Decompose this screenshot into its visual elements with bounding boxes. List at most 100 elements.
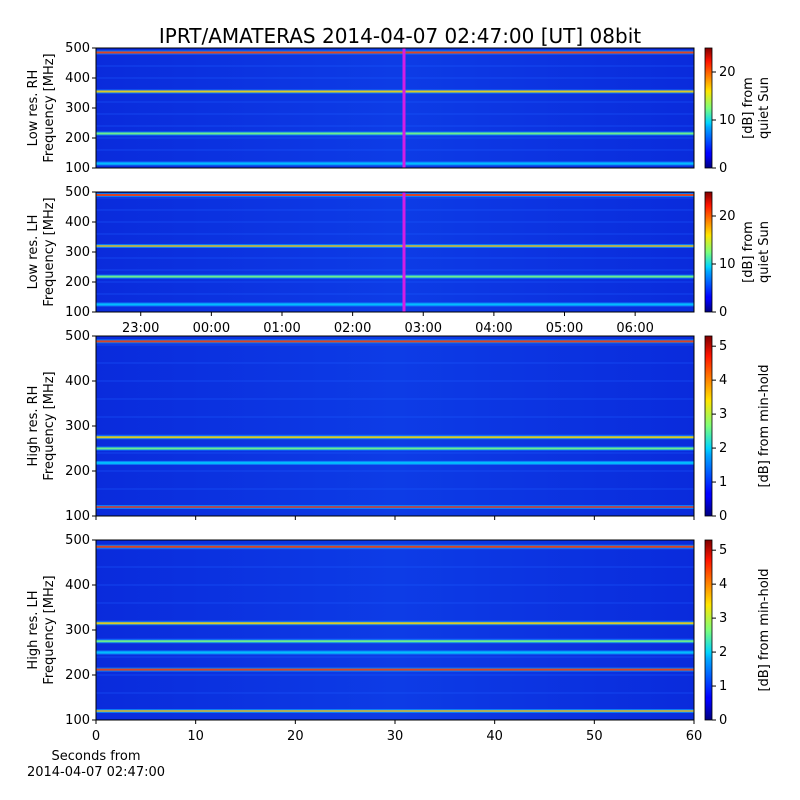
y-tick-label: 500 bbox=[65, 533, 90, 548]
intensity-band bbox=[96, 194, 694, 196]
colorbar-tick-label: 3 bbox=[719, 611, 727, 626]
x-axis-seconds-ticks: 0 10 20 30 40 50 60 bbox=[92, 720, 702, 744]
y-tick-label: 400 bbox=[65, 578, 90, 593]
intensity-band bbox=[96, 668, 694, 671]
y-tick-label: 500 bbox=[65, 185, 90, 200]
intensity-band bbox=[96, 303, 694, 306]
x-axis-time-ticks: 23:00 00:00 01:00 02:00 03:00 04:00 05:00 06:00 bbox=[122, 312, 654, 336]
x-axis-label-line1: Seconds from bbox=[51, 749, 140, 764]
y-axis-label-line2: Frequency [MHz] bbox=[42, 197, 57, 306]
x-tick-label: 60 bbox=[686, 729, 703, 744]
intensity-bands bbox=[96, 193, 694, 307]
intensity-bands bbox=[96, 544, 694, 713]
intensity-band bbox=[96, 90, 694, 93]
background-stripe bbox=[96, 293, 694, 295]
heatmap-area bbox=[96, 192, 694, 312]
x-tick-label: 00:00 bbox=[193, 321, 230, 336]
colorbar-label-line2: quiet Sun bbox=[757, 77, 772, 139]
x-tick-label: 02:00 bbox=[334, 321, 371, 336]
background-stripe bbox=[96, 305, 694, 307]
intensity-band bbox=[96, 162, 694, 165]
background-stripe bbox=[96, 452, 694, 454]
background-stripe bbox=[96, 506, 694, 508]
intensity-band bbox=[96, 275, 694, 278]
y-axis-label-line2: Frequency [MHz] bbox=[42, 53, 57, 162]
background-stripe bbox=[96, 269, 694, 271]
colorbar-tick-label: 5 bbox=[719, 543, 727, 558]
background-stripe bbox=[96, 362, 694, 364]
colorbar-tick-label: 20 bbox=[719, 65, 736, 80]
colorbar bbox=[704, 539, 713, 721]
background-stripe bbox=[96, 221, 694, 223]
background-stripe bbox=[96, 245, 694, 247]
background-stripe bbox=[96, 125, 694, 127]
background-stripe bbox=[96, 566, 694, 568]
intensity-band bbox=[96, 51, 694, 54]
y-tick-label: 500 bbox=[65, 41, 90, 56]
colorbar bbox=[704, 191, 713, 313]
intensity-band bbox=[96, 340, 694, 343]
x-tick-label: 05:00 bbox=[546, 321, 583, 336]
colorbar-tick-label: 10 bbox=[719, 113, 736, 128]
y-tick-label: 200 bbox=[65, 464, 90, 479]
x-tick-label: 04:00 bbox=[475, 321, 512, 336]
background-stripe bbox=[96, 89, 694, 91]
background-stripe bbox=[96, 113, 694, 115]
x-tick-label: 01:00 bbox=[263, 321, 300, 336]
colorbar-tick-label: 1 bbox=[719, 475, 727, 490]
background-stripe bbox=[96, 344, 694, 346]
colorbar-ticks: 0 1 2 3 4 5 bbox=[712, 543, 727, 728]
y-tick-label: 200 bbox=[65, 275, 90, 290]
figure-title: IPRT/AMATERAS 2014-04-07 02:47:00 [UT] 0… bbox=[159, 24, 641, 48]
colorbar-tick-label: 2 bbox=[719, 441, 727, 456]
y-tick-label: 300 bbox=[65, 419, 90, 434]
x-tick-label: 0 bbox=[92, 729, 100, 744]
background-stripe bbox=[96, 65, 694, 67]
colorbar-tick-label: 0 bbox=[719, 161, 727, 176]
colorbar-tick-label: 3 bbox=[719, 407, 727, 422]
intensity-bands bbox=[96, 339, 694, 509]
colorbar-label-line1: [dB] from bbox=[741, 221, 756, 283]
background-stripe bbox=[96, 77, 694, 79]
background-stripe bbox=[96, 149, 694, 151]
intensity-band bbox=[96, 622, 694, 625]
y-tick-label: 200 bbox=[65, 668, 90, 683]
colorbar-label-line2: quiet Sun bbox=[757, 221, 772, 283]
heatmap-area bbox=[96, 540, 694, 720]
background-stripe bbox=[96, 53, 694, 55]
y-tick-label: 100 bbox=[65, 713, 90, 728]
background-stripe bbox=[96, 197, 694, 199]
background-stripe bbox=[96, 656, 694, 658]
y-tick-label: 300 bbox=[65, 623, 90, 638]
colorbar-ticks: 0 10 20 bbox=[712, 209, 736, 320]
y-tick-label: 400 bbox=[65, 374, 90, 389]
x-tick-label: 10 bbox=[187, 729, 204, 744]
y-axis-label-line1: Low res. RH bbox=[26, 70, 41, 147]
intensity-band bbox=[96, 132, 694, 135]
y-axis-label-line1: High res. LH bbox=[26, 590, 41, 669]
colorbar-label: [dB] from min-hold bbox=[757, 568, 772, 691]
background-stripe bbox=[96, 710, 694, 712]
background-stripe bbox=[96, 416, 694, 418]
background-stripe bbox=[96, 398, 694, 400]
y-tick-label: 300 bbox=[65, 245, 90, 260]
y-tick-label: 500 bbox=[65, 329, 90, 344]
background-stripe bbox=[96, 638, 694, 640]
background-stripe bbox=[96, 101, 694, 103]
background-stripe bbox=[96, 584, 694, 586]
colorbar-tick-label: 5 bbox=[719, 339, 727, 354]
y-axis-label-line1: Low res. LH bbox=[26, 215, 41, 290]
colorbar-ticks: 0 1 2 3 4 5 bbox=[712, 339, 727, 524]
x-tick-label: 40 bbox=[486, 729, 503, 744]
colorbar-tick-label: 0 bbox=[719, 509, 727, 524]
background-stripe bbox=[96, 281, 694, 283]
intensity-band bbox=[96, 651, 694, 654]
intensity-band bbox=[96, 436, 694, 439]
y-axis-ticks: 100 200 300 400 500 bbox=[65, 329, 96, 524]
colorbar-tick-label: 4 bbox=[719, 373, 727, 388]
intensity-band bbox=[96, 545, 694, 548]
background-stripe bbox=[96, 692, 694, 694]
